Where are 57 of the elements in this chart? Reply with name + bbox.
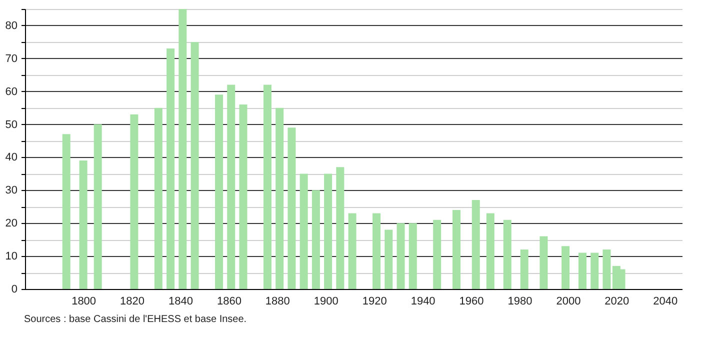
bar <box>288 128 296 289</box>
bar <box>190 42 199 289</box>
bar <box>486 213 494 289</box>
source-note: Sources : base Cassini de l'EHESS et base Insee. <box>24 314 248 325</box>
bar <box>178 9 187 289</box>
y-tick-label: 80 <box>5 20 18 32</box>
bar <box>396 223 405 289</box>
x-tick-label: 1900 <box>314 296 338 308</box>
x-tick-label: 1860 <box>216 296 242 308</box>
bar <box>503 220 512 289</box>
bar <box>215 94 224 289</box>
bar <box>130 114 138 289</box>
x-tick-label: 1940 <box>410 296 436 308</box>
bar <box>276 108 284 289</box>
y-tick-label: 0 <box>11 284 18 296</box>
bar <box>324 174 332 289</box>
bar <box>433 220 442 289</box>
bar <box>520 249 528 289</box>
y-tick-label: 30 <box>5 184 18 197</box>
bar <box>408 223 417 289</box>
bar <box>472 200 480 289</box>
y-tick-label: 60 <box>5 86 18 98</box>
bar <box>590 252 599 289</box>
bar <box>336 167 344 289</box>
bar <box>540 236 548 289</box>
x-tick-label: 2020 <box>604 296 630 308</box>
y-tick-label: 50 <box>5 118 18 131</box>
bar <box>166 48 175 289</box>
bar <box>62 134 70 289</box>
bar <box>227 84 236 289</box>
x-tick-label: 1980 <box>508 296 532 308</box>
bar <box>79 160 88 289</box>
x-tick-label: 1920 <box>362 296 387 308</box>
x-tick-label: 1960 <box>459 296 484 308</box>
bar <box>300 174 308 289</box>
bar <box>452 210 460 289</box>
x-tick-label: 2000 <box>556 296 581 308</box>
x-tick-label: 2040 <box>653 296 678 308</box>
x-tick-label: 1800 <box>72 296 96 308</box>
bar <box>239 104 248 289</box>
x-tick-label: 1880 <box>265 296 290 308</box>
bar <box>263 84 272 289</box>
bar <box>312 190 320 289</box>
bar <box>94 124 102 289</box>
y-tick-label: 10 <box>5 250 18 263</box>
bar <box>562 246 570 289</box>
x-tick-label: 1820 <box>120 296 145 308</box>
bar <box>372 213 381 289</box>
bar <box>384 230 393 289</box>
x-tick-label: 1840 <box>168 296 193 308</box>
bar <box>578 252 586 289</box>
y-tick-label: 70 <box>5 52 18 65</box>
y-tick-label: 20 <box>5 218 18 230</box>
y-tick-label: 40 <box>5 152 18 164</box>
bar <box>348 213 356 289</box>
bar <box>602 249 611 289</box>
bar <box>154 108 162 289</box>
